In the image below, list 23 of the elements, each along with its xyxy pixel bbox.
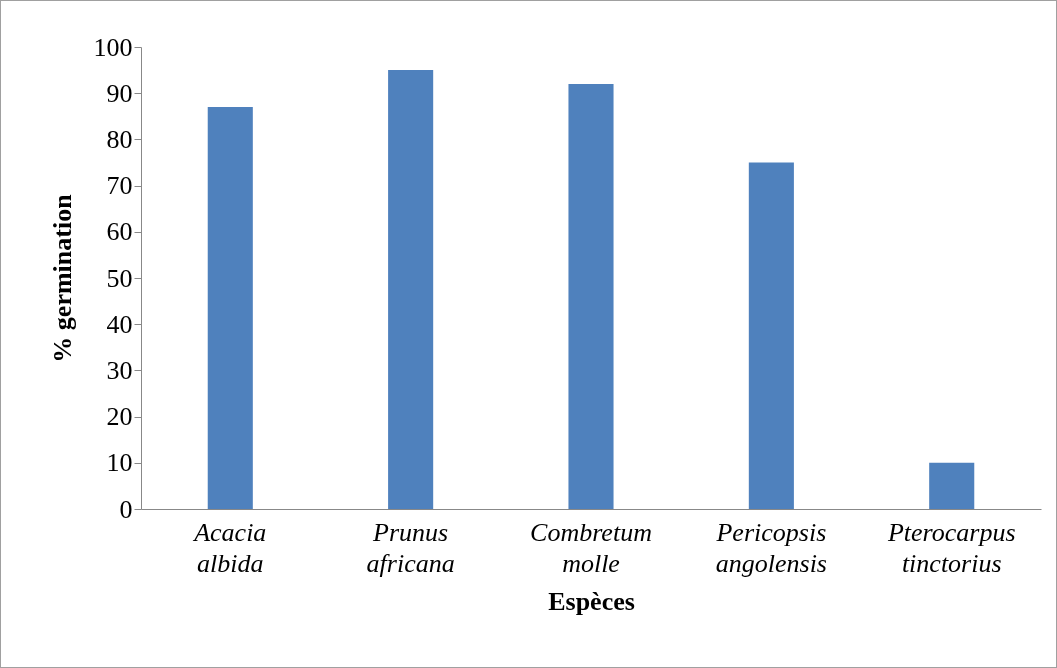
x-tick-label: Prunus africana	[366, 517, 455, 578]
bar	[748, 162, 794, 509]
y-tick-label: 40	[106, 309, 133, 339]
y-tick-label: 60	[106, 217, 133, 247]
y-tick-label: 20	[106, 402, 133, 432]
y-tick-label: 0	[119, 494, 133, 524]
y-tick-label: 70	[106, 171, 133, 201]
x-tick-label: Combretum molle	[530, 517, 652, 578]
x-axis-title: Espèces	[548, 586, 635, 616]
x-tick-label: Pterocarpus tinctorius	[886, 517, 1016, 578]
bar	[388, 70, 434, 509]
bar	[207, 107, 253, 509]
x-tick-label: Acacia albida	[192, 517, 267, 578]
y-tick-label: 80	[106, 124, 133, 154]
y-tick-label: 50	[106, 263, 133, 293]
bar	[929, 462, 975, 509]
y-tick-label: 100	[93, 32, 133, 62]
y-tick-label: 30	[106, 355, 133, 385]
y-axis-title: % germination	[47, 193, 77, 363]
y-tick-label: 90	[106, 78, 133, 108]
y-tick-label: 10	[106, 448, 133, 478]
x-tick-label: Pericopsis angolensis	[715, 517, 827, 578]
bar	[568, 83, 614, 509]
